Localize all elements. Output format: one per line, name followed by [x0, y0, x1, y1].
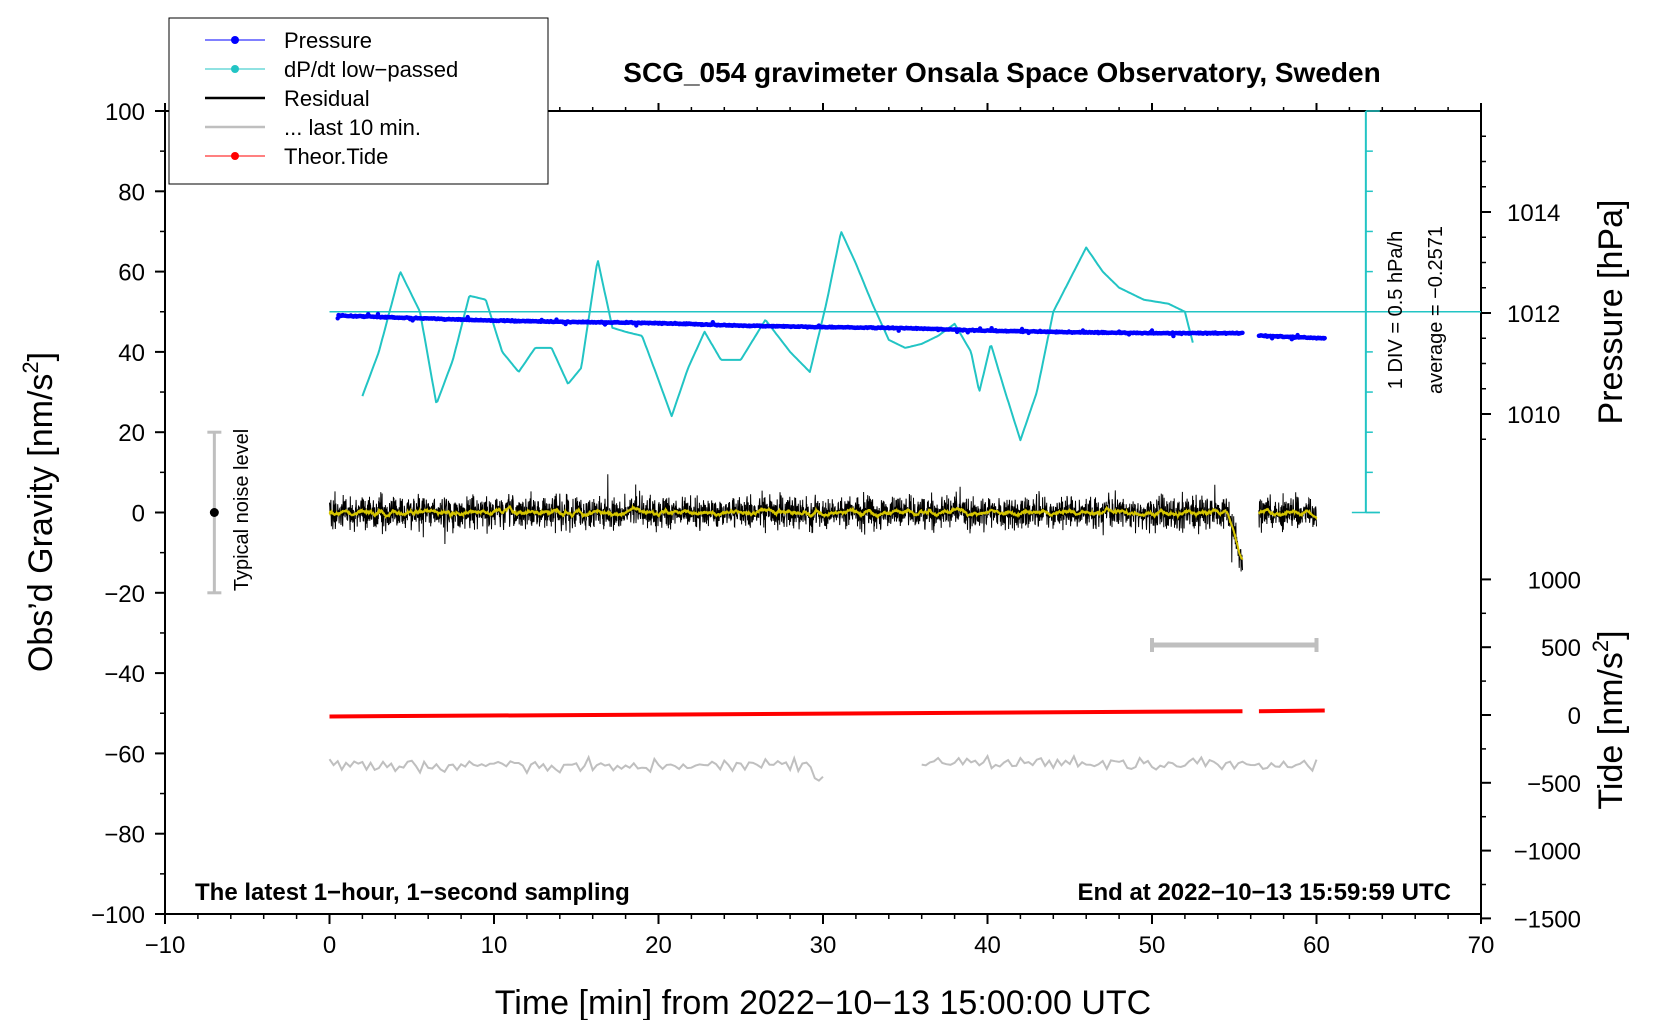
residual-line: [329, 474, 1243, 572]
x-tick-label: 30: [810, 932, 837, 959]
series-layer: [207, 110, 1481, 782]
legend-label: ... last 10 min.: [284, 115, 421, 140]
pressure-point: [1240, 330, 1245, 335]
sampling-note: The latest 1−hour, 1−second sampling: [195, 879, 630, 906]
pressure-tick-label: 1014: [1507, 200, 1560, 227]
x-tick-label: 60: [1303, 932, 1330, 959]
y-axis-label-end: ]: [22, 352, 60, 361]
y-tick-label: −80: [104, 822, 145, 849]
y-axis-label-main: Obs’d Gravity [nm/s: [22, 374, 60, 673]
y-tick-label: 80: [118, 179, 145, 206]
noise-bar-center: [209, 508, 219, 517]
legend-label: Pressure: [284, 28, 372, 53]
tide-axis-label-end: ]: [1592, 630, 1630, 639]
legend-label: dP/dt low−passed: [284, 57, 458, 82]
tide-tick-label: −1500: [1514, 906, 1581, 933]
y-tick-label: 60: [118, 260, 145, 287]
legend-marker: [231, 152, 239, 160]
chart-title: SCG_054 gravimeter Onsala Space Observat…: [623, 57, 1380, 88]
legend-marker: [231, 36, 239, 44]
tide-axis-label: Tide [nm/s2]: [1588, 630, 1630, 809]
tide-tick-label: −1000: [1514, 839, 1581, 866]
y-tick-label: −60: [104, 741, 145, 768]
last10-line: [921, 753, 1318, 773]
dpdt-line: [361, 231, 1194, 442]
x-tick-label: 40: [974, 932, 1001, 959]
legend-marker: [231, 65, 239, 73]
y-tick-label: 20: [118, 420, 145, 447]
tide-tick-label: 0: [1568, 703, 1581, 730]
pressure-tick-label: 1012: [1507, 301, 1560, 328]
tide-tick-label: 1000: [1528, 567, 1581, 594]
legend-label: Theor.Tide: [284, 144, 388, 169]
pressure-axis-label: Pressure [hPa]: [1592, 200, 1630, 425]
x-tick-label: 20: [645, 932, 672, 959]
legend: Pressure dP/dt low−passed Residual ... last…: [168, 17, 549, 185]
y-tick-label: −40: [104, 661, 145, 688]
x-tick-label: 0: [323, 932, 336, 959]
x-axis-label: Time [min] from 2022−10−13 15:00:00 UTC: [495, 984, 1151, 1020]
last10-line: [328, 754, 824, 782]
legend-entries: Pressure dP/dt low−passed Residual ... last…: [205, 28, 458, 169]
dpdt-average-label: average = −0.2571: [1425, 226, 1447, 394]
x-tick-label: 70: [1468, 932, 1495, 959]
y-tick-label: −100: [91, 902, 145, 929]
legend-label: Residual: [284, 86, 370, 111]
axis-ticks: −10 0 10 20 30 40 50 60 70−100−80−60−40−20020406…: [91, 99, 1581, 959]
residual-smoothed-line: [1257, 507, 1318, 520]
x-tick-label: 50: [1139, 932, 1166, 959]
y-tick-label: −20: [104, 581, 145, 608]
residual-smoothed-line: [328, 503, 1244, 560]
x-tick-label: 10: [481, 932, 508, 959]
tide-line: [329, 709, 1243, 719]
tide-axis-label-main: Tide [nm/s: [1592, 652, 1630, 809]
tide-line: [1258, 708, 1325, 714]
tide-tick-label: 500: [1541, 635, 1581, 662]
y-tick-label: 40: [118, 340, 145, 367]
y-tick-label: 0: [132, 501, 145, 528]
noise-level-label: Typical noise level: [231, 429, 253, 591]
tide-axis-label-sup: 2: [1588, 640, 1613, 652]
pressure-point: [1322, 335, 1327, 341]
y-axis-label-sup: 2: [18, 361, 43, 373]
end-time-note: End at 2022−10−13 15:59:59 UTC: [1077, 879, 1451, 906]
tide-tick-label: −500: [1527, 771, 1581, 798]
y-tick-label: 100: [105, 99, 145, 126]
dpdt-scale-label: 1 DIV = 0.5 hPa/h: [1385, 231, 1407, 389]
pressure-tick-label: 1010: [1507, 402, 1560, 429]
x-tick-label: −10: [145, 932, 186, 959]
y-axis-label: Obs’d Gravity [nm/s2]: [18, 352, 60, 672]
